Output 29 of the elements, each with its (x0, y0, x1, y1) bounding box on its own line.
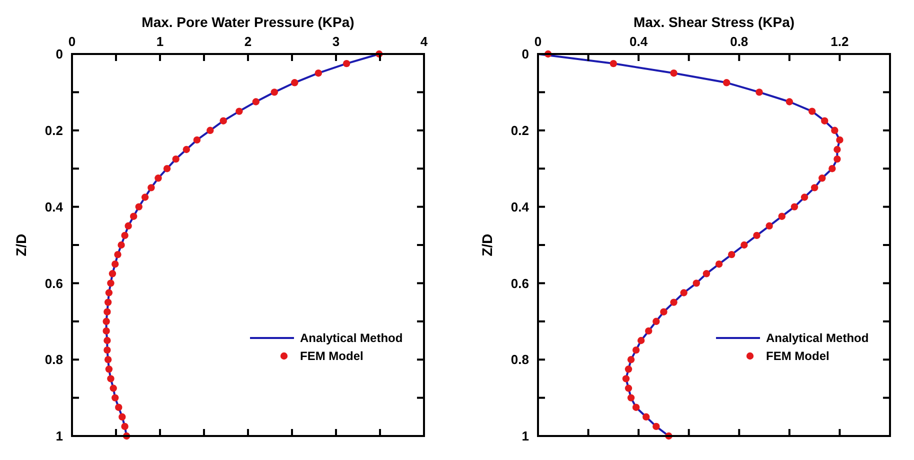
x-tick-label: 3 (332, 34, 340, 49)
legend-label: Analytical Method (766, 331, 869, 346)
y-axis-title: Z/D (479, 234, 495, 256)
y-tick-label: 0.6 (44, 276, 63, 291)
x-axis-title: Max. Pore Water Pressure (KPa) (142, 14, 354, 30)
x-tick-label: 0 (68, 34, 76, 49)
x-tick-label: 0.8 (730, 34, 748, 49)
y-tick-label: 0.8 (510, 352, 529, 368)
y-tick-label: 0.8 (44, 352, 63, 368)
y-tick-label: 1 (56, 428, 63, 444)
y-tick-label: 0.4 (44, 199, 64, 214)
legend-label: FEM Model (300, 349, 364, 364)
x-tick-label: 1 (156, 34, 164, 49)
x-tick-label: 1.2 (830, 34, 849, 49)
y-axis-title: Z/D (13, 234, 29, 256)
y-tick-label: 0 (522, 46, 529, 62)
legend-label: Analytical Method (300, 331, 403, 346)
y-tick-label: 0.6 (510, 276, 529, 291)
y-tick-label: 1 (522, 428, 529, 444)
y-tick-label: 0.4 (510, 199, 530, 214)
x-tick-label: 4 (420, 34, 428, 49)
x-axis-title: Max. Shear Stress (KPa) (633, 14, 795, 30)
y-tick-label: 0.2 (510, 122, 529, 138)
y-tick-label: 0.2 (44, 122, 63, 138)
legend-label: FEM Model (766, 349, 830, 364)
x-tick-label: 0.4 (630, 34, 648, 49)
x-tick-label: 0 (534, 34, 542, 49)
y-tick-label: 0 (56, 46, 63, 62)
x-tick-label: 2 (244, 34, 252, 49)
